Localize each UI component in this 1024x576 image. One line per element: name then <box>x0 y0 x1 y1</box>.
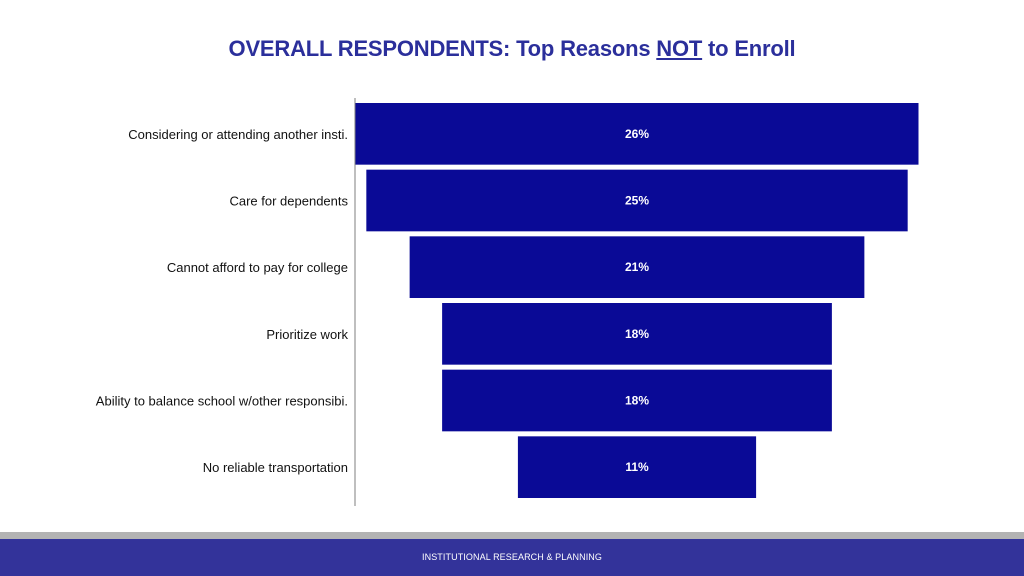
funnel-bar <box>517 436 757 498</box>
bar-value-label: 21% <box>625 260 649 274</box>
footer-divider <box>0 532 1024 539</box>
title-emphasis: NOT <box>656 36 703 61</box>
funnel-bar <box>366 169 908 232</box>
bar-value-label: 11% <box>625 460 649 474</box>
category-label: Considering or attending another insti. <box>128 127 348 142</box>
bar-value-label: 18% <box>625 394 649 408</box>
funnel-bar <box>409 236 865 298</box>
category-label: Care for dependents <box>229 194 348 209</box>
funnel-bar <box>355 103 919 165</box>
category-label: Ability to balance school w/other respon… <box>96 394 348 409</box>
funnel-bar <box>442 303 832 365</box>
funnel-bar <box>442 369 832 432</box>
footer-bar: INSTITUTIONAL RESEARCH & PLANNING <box>0 539 1024 576</box>
footer-text: INSTITUTIONAL RESEARCH & PLANNING <box>422 552 602 562</box>
category-label: Prioritize work <box>266 327 348 342</box>
bar-value-label: 26% <box>625 127 649 141</box>
title-suffix: to Enroll <box>702 36 796 61</box>
category-label: Cannot afford to pay for college <box>167 260 348 275</box>
title-prefix: OVERALL RESPONDENTS: Top Reasons <box>228 36 657 61</box>
chart-title: OVERALL RESPONDENTS: Top Reasons NOT to … <box>0 36 1024 62</box>
category-label: No reliable transportation <box>203 460 348 475</box>
bar-value-label: 18% <box>625 327 649 341</box>
bar-value-label: 25% <box>625 194 649 208</box>
